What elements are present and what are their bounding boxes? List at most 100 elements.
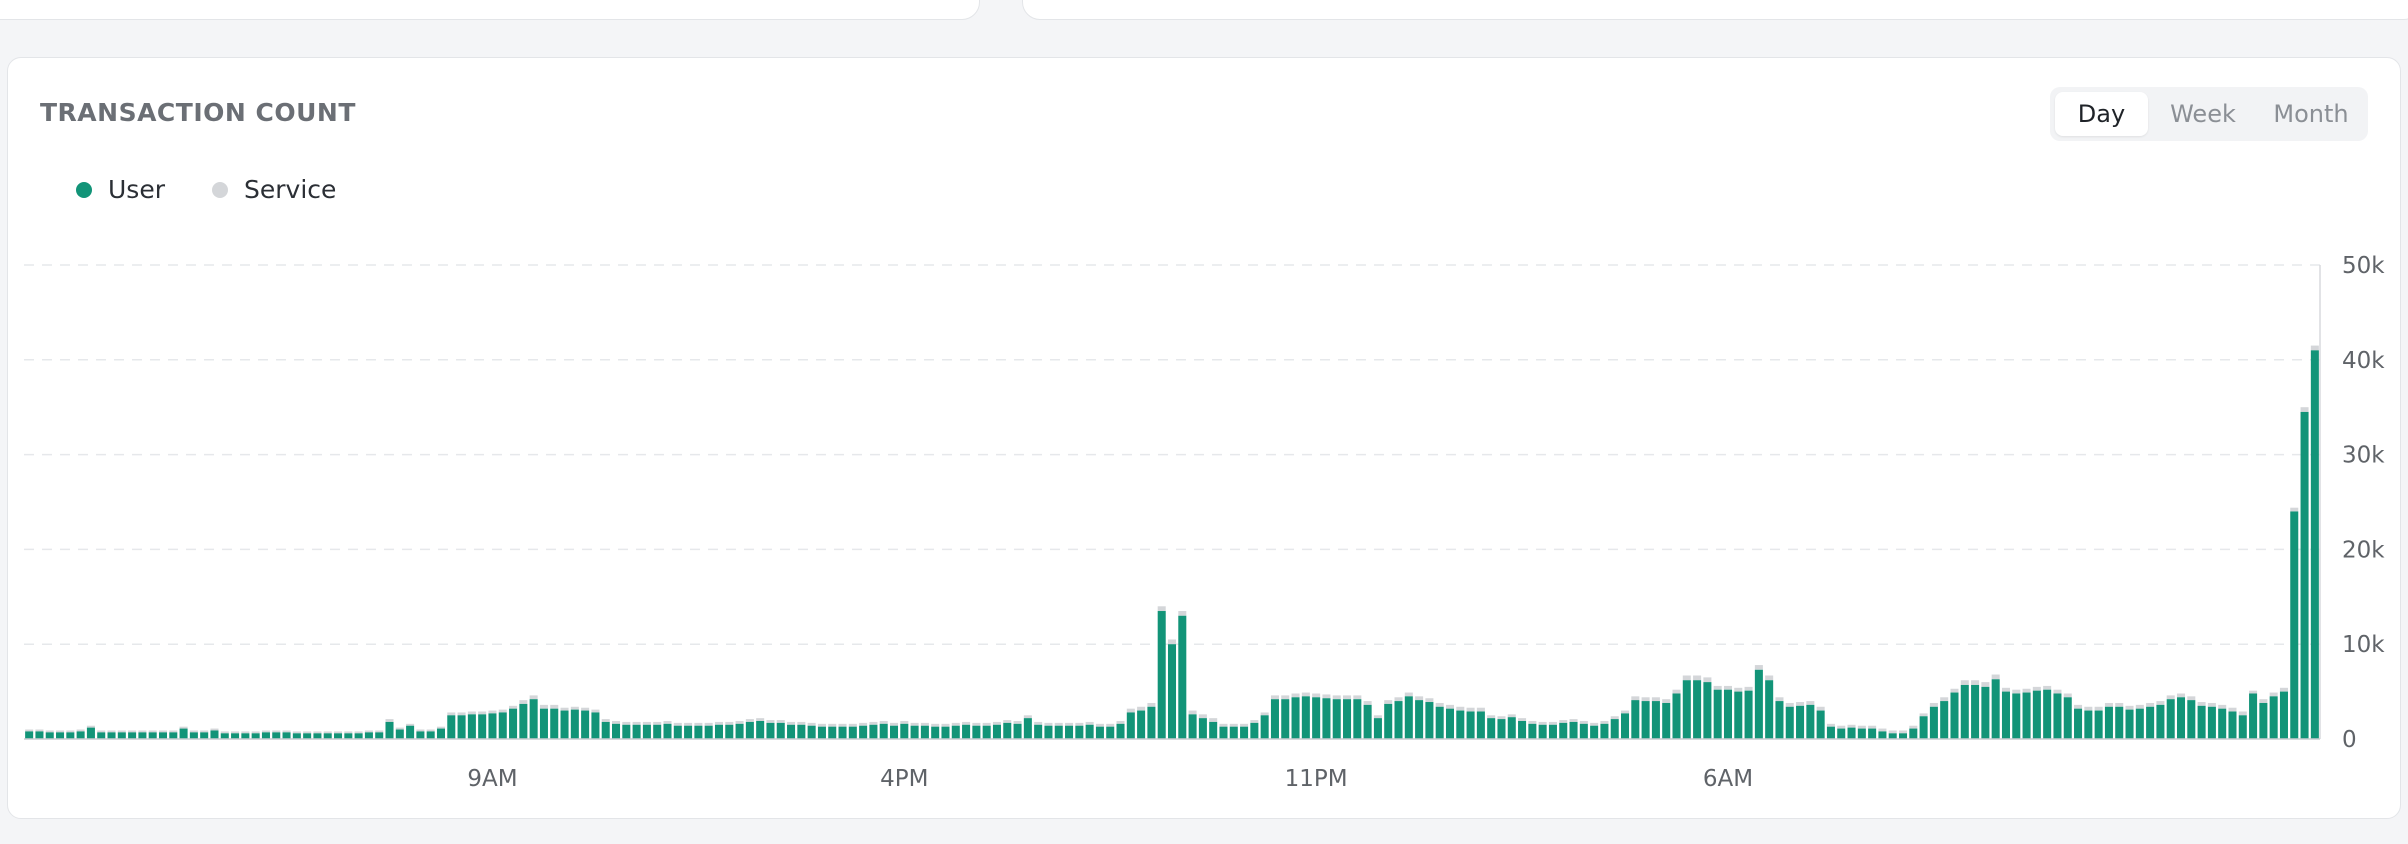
service-bar [1435, 702, 1444, 707]
user-bar [2207, 706, 2216, 739]
service-bar [1126, 708, 1135, 713]
service-bar [2259, 699, 2268, 703]
user-bar [169, 732, 178, 739]
service-bar [1023, 715, 1032, 719]
service-bar [1106, 723, 1115, 727]
user-bar [1301, 696, 1310, 739]
service-bar [1085, 721, 1094, 725]
service-bar [1847, 724, 1856, 728]
service-bar [1981, 682, 1990, 687]
service-bar [1240, 723, 1249, 727]
user-bar [1116, 723, 1125, 739]
user-bar [1723, 689, 1732, 739]
user-bar [2156, 704, 2165, 739]
service-bar [395, 727, 404, 730]
service-bar [2269, 692, 2278, 697]
service-bar [838, 723, 847, 727]
user-bar [900, 723, 909, 739]
user-bar [1672, 693, 1681, 739]
period-tab-day[interactable]: Day [2055, 92, 2148, 136]
service-bar [756, 718, 765, 721]
user-bar [817, 726, 826, 739]
service-bar [2115, 702, 2124, 707]
service-bar [200, 730, 209, 733]
service-bar [1734, 687, 1743, 692]
service-bar [663, 720, 672, 724]
user-bar [1538, 724, 1547, 739]
service-bar [714, 721, 723, 725]
legend-user[interactable]: User [76, 175, 165, 204]
user-bar [879, 723, 888, 739]
user-bar [220, 733, 229, 739]
service-bar [735, 720, 744, 724]
user-bar [1765, 680, 1774, 739]
user-bar [395, 729, 404, 739]
service-bar [1857, 725, 1866, 729]
user-bar [2053, 693, 2062, 739]
service-bar [2104, 702, 2113, 707]
user-bar [735, 723, 744, 739]
service-bar [1590, 722, 1599, 726]
service-bar [1662, 699, 1671, 703]
user-bar [2094, 710, 2103, 739]
service-bar [1507, 714, 1516, 718]
service-bar [303, 731, 312, 734]
user-bar [1559, 722, 1568, 739]
service-bar [1013, 720, 1022, 724]
user-bar [612, 723, 621, 739]
service-bar [25, 729, 34, 732]
service-bar [1095, 723, 1104, 727]
service-bar [2001, 687, 2010, 692]
user-bar [2063, 697, 2072, 739]
service-bar [334, 731, 343, 734]
service-bar [1137, 706, 1146, 711]
period-tab-week[interactable]: Week [2170, 100, 2236, 128]
service-bar [1672, 689, 1681, 694]
user-bar [1445, 708, 1455, 739]
user-bar [1507, 717, 1516, 739]
service-bar [1425, 698, 1434, 703]
service-bar [169, 730, 178, 733]
service-bar [612, 720, 621, 724]
user-bar [1023, 718, 1032, 739]
service-bar [941, 723, 950, 727]
user-bar [1404, 696, 1413, 739]
service-bar [519, 700, 528, 704]
user-bar [889, 725, 899, 739]
user-bar [550, 708, 559, 739]
user-bar [992, 724, 1001, 739]
user-bar [704, 725, 713, 739]
service-bar [1167, 639, 1177, 645]
service-bar [704, 722, 713, 726]
service-bar [2176, 693, 2186, 698]
service-bar [550, 704, 559, 709]
service-bar [1765, 675, 1774, 681]
service-bar [787, 721, 796, 725]
user-bar [2043, 689, 2052, 739]
service-bar [2207, 702, 2216, 707]
user-bar [210, 730, 219, 739]
service-bar [2053, 689, 2062, 694]
service-bar [1950, 688, 1959, 693]
user-bar [1353, 699, 1362, 739]
user-bar [673, 725, 682, 739]
user-bar [1034, 724, 1043, 739]
user-bar [436, 728, 446, 739]
service-bar [426, 729, 435, 732]
user-bar [2269, 696, 2278, 739]
legend-service[interactable]: Service [212, 175, 336, 204]
period-tab-month[interactable]: Month [2273, 100, 2349, 128]
service-bar [1003, 720, 1012, 723]
user-bar [2135, 708, 2144, 739]
user-bar [2032, 690, 2041, 739]
user-bar [1569, 721, 1578, 739]
service-bar [1898, 730, 1908, 734]
service-bar [2290, 507, 2299, 512]
service-bar [1816, 706, 1825, 711]
user-bar [766, 722, 775, 739]
user-bar [1816, 710, 1825, 739]
service-bar [1054, 722, 1063, 726]
user-bar [1919, 716, 1928, 739]
service-bar [292, 731, 301, 734]
y-tick-label: 20k [2342, 537, 2385, 563]
